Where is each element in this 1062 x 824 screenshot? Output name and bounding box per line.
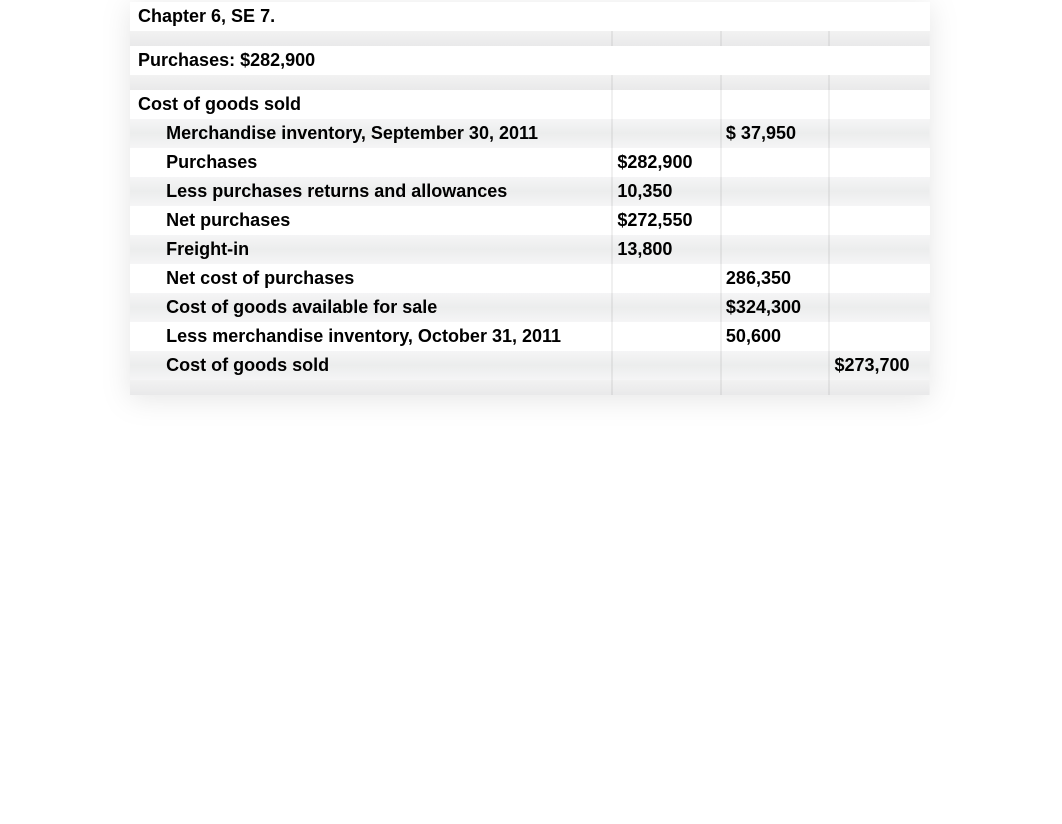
purchases-summary: Purchases: $282,900: [138, 46, 930, 75]
row-col2: [721, 177, 830, 206]
row-col3: [829, 235, 930, 264]
row-col2: $324,300: [721, 293, 830, 322]
row-label: Less purchases returns and allowances: [166, 177, 612, 206]
row-col3: [829, 293, 930, 322]
row-label: Purchases: [166, 148, 612, 177]
cogs-table: Chapter 6, SE 7. Purchases: $282,900 Cos…: [130, 2, 930, 395]
row-label: Less merchandise inventory, October 31, …: [166, 322, 612, 351]
table-row: Purchases $282,900: [130, 148, 930, 177]
spacer-row: [130, 75, 930, 90]
row-col2: 50,600: [721, 322, 830, 351]
spacer-row: [130, 31, 930, 46]
row-col1: [612, 264, 721, 293]
row-label: Merchandise inventory, September 30, 201…: [166, 119, 612, 148]
row-label: Freight-in: [166, 235, 612, 264]
row-col1: [612, 293, 721, 322]
table-row: Freight-in 13,800: [130, 235, 930, 264]
table-row: Net purchases $272,550: [130, 206, 930, 235]
row-label: Net cost of purchases: [166, 264, 612, 293]
row-col1: $272,550: [612, 206, 721, 235]
row-col1: [612, 351, 721, 380]
spacer-row: [130, 380, 930, 395]
table-row: Less merchandise inventory, October 31, …: [130, 322, 930, 351]
row-label: Net purchases: [166, 206, 612, 235]
table-row: Cost of goods sold $273,700: [130, 351, 930, 380]
table-row: Cost of goods available for sale $324,30…: [130, 293, 930, 322]
section-heading: Cost of goods sold: [138, 90, 612, 119]
row-col1: 10,350: [612, 177, 721, 206]
row-col1: [612, 119, 721, 148]
row-col2: [721, 351, 830, 380]
table-row: Less purchases returns and allowances 10…: [130, 177, 930, 206]
row-col3: [829, 119, 930, 148]
row-col3: $273,700: [829, 351, 930, 380]
row-col3: [829, 322, 930, 351]
row-purchases-summary: Purchases: $282,900: [130, 46, 930, 75]
row-label: Cost of goods available for sale: [166, 293, 612, 322]
row-section-heading: Cost of goods sold: [130, 90, 930, 119]
table-row: Net cost of purchases 286,350: [130, 264, 930, 293]
row-col3: [829, 148, 930, 177]
chapter-title: Chapter 6, SE 7.: [138, 2, 930, 31]
row-col2: [721, 148, 830, 177]
row-col1: 13,800: [612, 235, 721, 264]
row-col1: [612, 322, 721, 351]
table-row: Merchandise inventory, September 30, 201…: [130, 119, 930, 148]
row-col2: [721, 235, 830, 264]
row-col2: 286,350: [721, 264, 830, 293]
row-col3: [829, 206, 930, 235]
row-col3: [829, 177, 930, 206]
row-chapter-title: Chapter 6, SE 7.: [130, 2, 930, 31]
row-label: Cost of goods sold: [166, 351, 612, 380]
row-col2: [721, 206, 830, 235]
document-container: Chapter 6, SE 7. Purchases: $282,900 Cos…: [130, 2, 930, 395]
row-col2: $ 37,950: [721, 119, 830, 148]
row-col3: [829, 264, 930, 293]
row-col1: $282,900: [612, 148, 721, 177]
